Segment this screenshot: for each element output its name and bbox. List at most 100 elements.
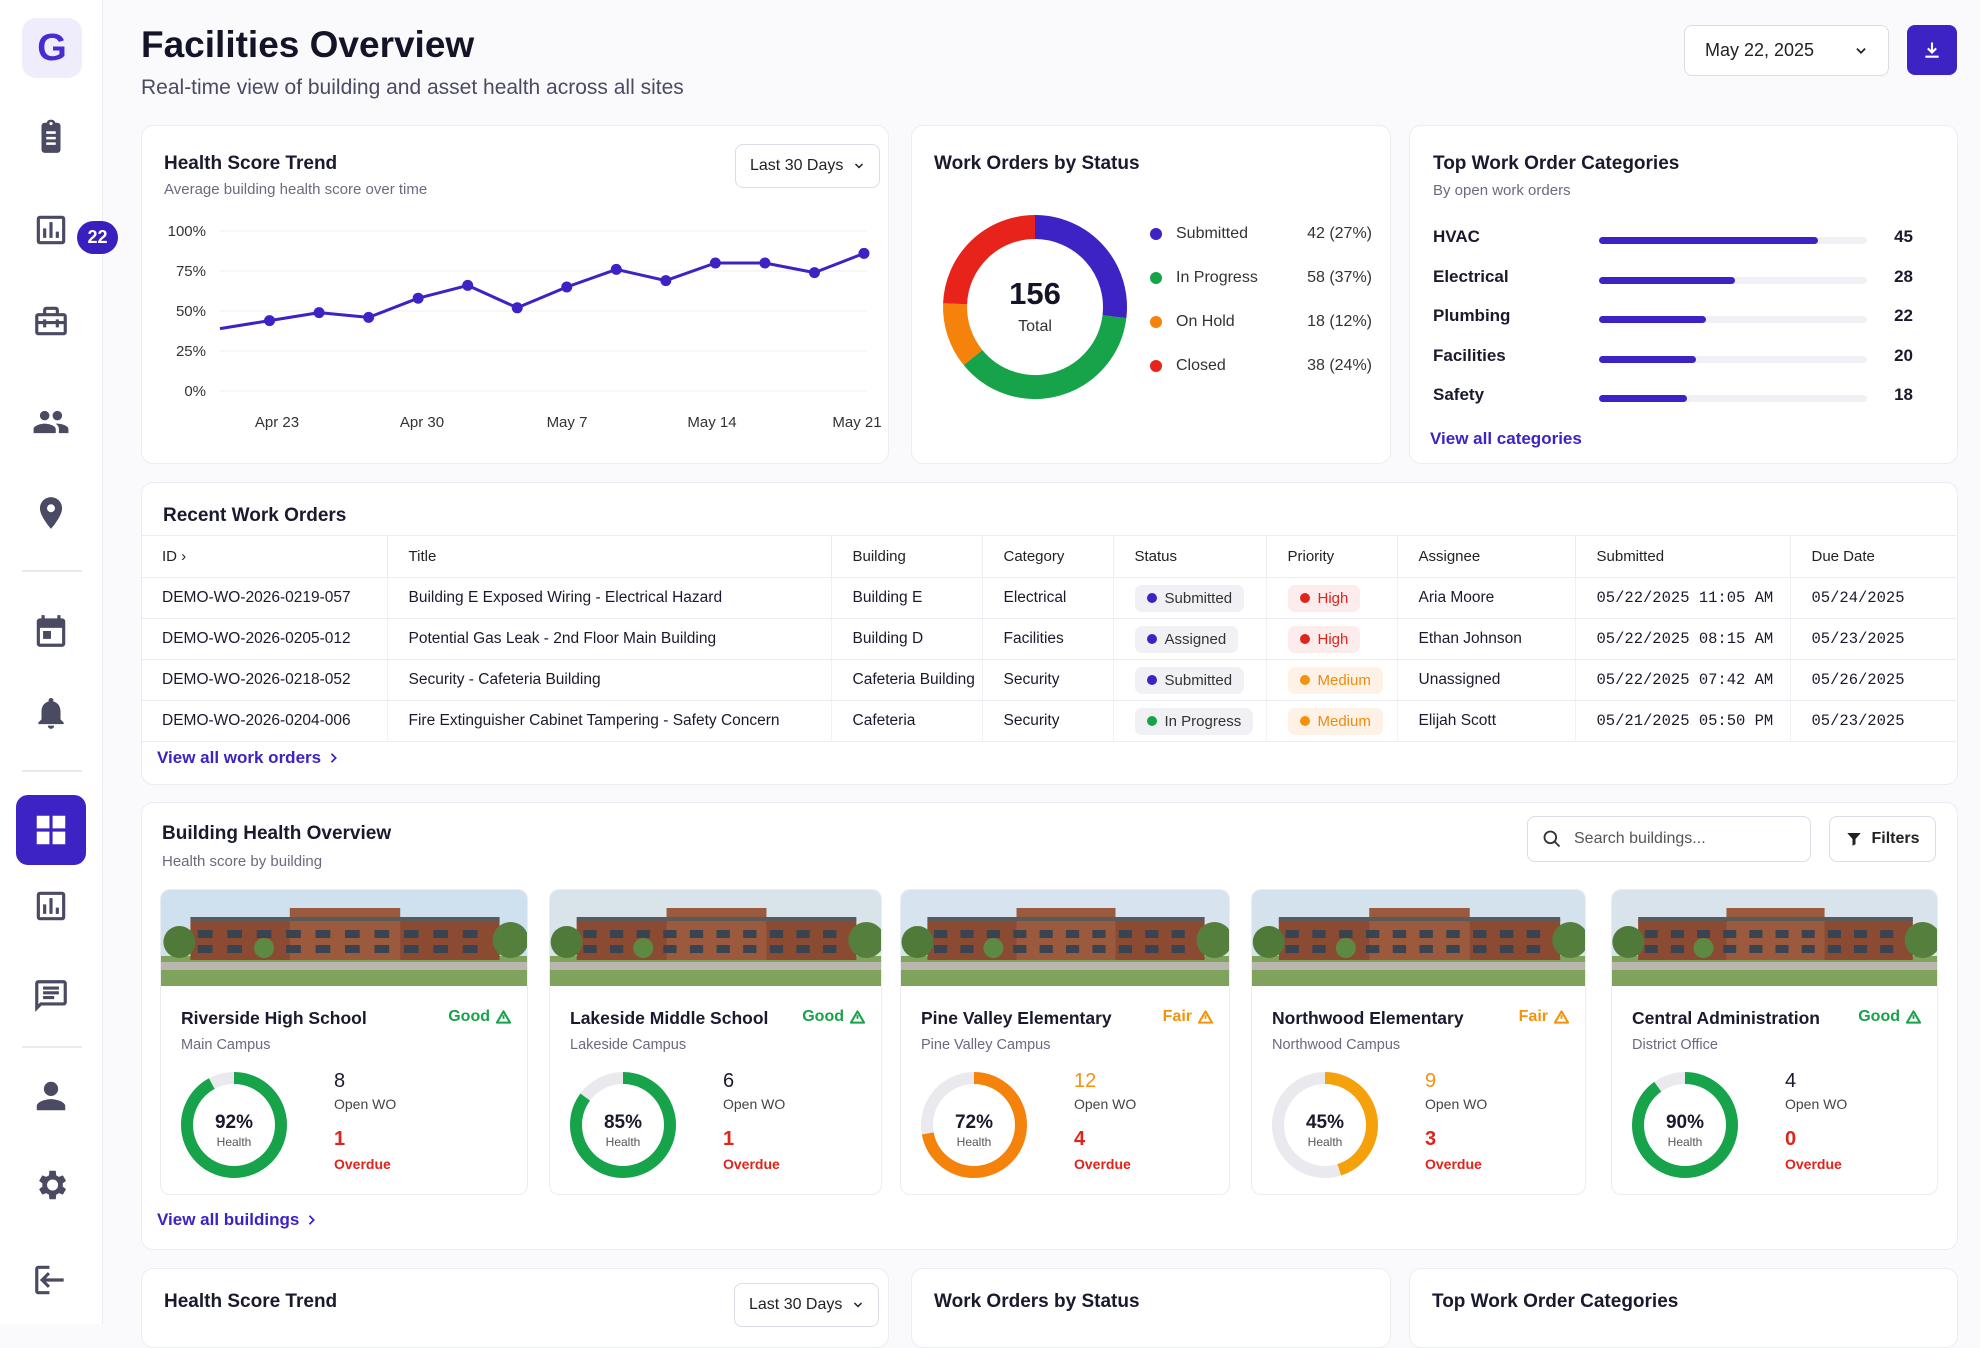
category-label: Safety xyxy=(1433,385,1485,404)
column-header-priority[interactable]: Priority xyxy=(1265,535,1397,578)
cell-status: Submitted xyxy=(1112,659,1266,701)
message-icon[interactable] xyxy=(16,961,86,1031)
donut-total-label: Total xyxy=(1018,318,1052,335)
users-icon[interactable] xyxy=(16,387,86,457)
priority-text: Medium xyxy=(1317,671,1371,689)
warning-triangle-icon xyxy=(850,1010,865,1024)
column-header-title[interactable]: Title xyxy=(386,535,831,578)
building-health-gauge: 45% Health xyxy=(1272,1072,1378,1178)
legend-value: 38 (24%) xyxy=(1307,357,1372,374)
date-picker[interactable]: May 22, 2025 xyxy=(1684,25,1889,76)
clipboard-icon[interactable] xyxy=(16,102,86,172)
data-point[interactable] xyxy=(709,257,721,269)
search-icon xyxy=(1543,830,1561,848)
view-all-buildings-label: View all buildings xyxy=(157,1210,300,1229)
y-tick-label: 25% xyxy=(176,343,206,360)
overdue-count: 4 xyxy=(1074,1128,1086,1150)
status-donut-chart xyxy=(943,215,1127,399)
reports-icon[interactable] xyxy=(16,195,86,265)
download-button[interactable] xyxy=(1907,25,1957,75)
category-label: Plumbing xyxy=(1433,306,1511,325)
overdue-label: Overdue xyxy=(1074,1156,1131,1172)
cell-id: DEMO-WO-2026-0204-006 xyxy=(141,700,387,742)
logout-icon[interactable] xyxy=(16,1245,86,1315)
x-tick-label: Apr 23 xyxy=(255,414,299,431)
health-percent: 92% xyxy=(215,1112,253,1133)
category-value: 18 xyxy=(1894,385,1913,404)
gear-icon[interactable] xyxy=(16,1150,86,1220)
cell-title: Security - Cafeteria Building xyxy=(386,659,831,701)
data-point[interactable] xyxy=(412,292,424,304)
donut-slice-on-hold[interactable] xyxy=(943,303,983,366)
data-point[interactable] xyxy=(561,281,573,293)
view-all-categories-link[interactable]: View all categories xyxy=(1430,429,1582,448)
overdue-count: 1 xyxy=(334,1128,346,1150)
table-row[interactable]: DEMO-WO-2026-0204-006 Fire Extinguisher C… xyxy=(141,700,1956,742)
building-card[interactable]: Northwood Elementary Fair Northwood Campus… xyxy=(1251,889,1586,1195)
data-point[interactable] xyxy=(264,315,276,327)
category-row: Plumbing 22 xyxy=(1433,306,1913,330)
column-header-id[interactable]: ID › xyxy=(141,535,387,578)
data-point[interactable] xyxy=(313,307,325,319)
building-card[interactable]: Pine Valley Elementary Fair Pine Valley Ca… xyxy=(900,889,1230,1195)
data-point[interactable] xyxy=(462,279,474,291)
building-card[interactable]: Central Administration Good District Offic… xyxy=(1611,889,1938,1195)
data-point[interactable] xyxy=(858,247,870,259)
data-point[interactable] xyxy=(759,257,771,269)
table-row[interactable]: DEMO-WO-2026-0218-052 Security - Cafeteri… xyxy=(141,659,1956,701)
building-name: Pine Valley Elementary xyxy=(921,1008,1112,1028)
priority-dot xyxy=(1299,593,1310,603)
column-header-building[interactable]: Building xyxy=(830,535,982,578)
column-header-label: Building xyxy=(852,548,906,565)
column-header-submitted[interactable]: Submitted xyxy=(1574,535,1790,578)
location-icon[interactable] xyxy=(16,478,86,548)
chevron-down-icon xyxy=(1856,47,1866,54)
building-status-badge: Fair xyxy=(1519,1008,1569,1026)
view-all-buildings-link[interactable]: View all buildings xyxy=(157,1210,317,1230)
category-label: Facilities xyxy=(1433,345,1506,365)
toolbox-icon[interactable] xyxy=(16,286,86,356)
calendar-icon[interactable] xyxy=(16,596,86,666)
cell-due-date: 05/23/2025 xyxy=(1789,618,1956,660)
data-point[interactable] xyxy=(511,302,523,314)
legend-dot xyxy=(1150,360,1162,372)
table-row[interactable]: DEMO-WO-2026-0219-057 Building E Exposed … xyxy=(141,577,1956,619)
data-point[interactable] xyxy=(363,311,375,323)
cell-priority: Medium xyxy=(1265,659,1397,701)
data-point[interactable] xyxy=(808,267,820,279)
filters-button[interactable]: Filters xyxy=(1829,816,1936,862)
profile-icon[interactable] xyxy=(16,1061,86,1131)
legend-item: Closed 38 (24%) xyxy=(1150,357,1372,375)
column-header-assignee[interactable]: Assignee xyxy=(1396,535,1575,578)
legend-label: Closed xyxy=(1176,357,1226,374)
building-photo xyxy=(901,890,1229,986)
download-icon xyxy=(1925,42,1939,58)
status-title: Work Orders by Status xyxy=(934,153,1140,174)
dashboard-icon[interactable] xyxy=(16,795,86,865)
health-arc xyxy=(1632,1072,1738,1178)
view-all-work-orders-link[interactable]: View all work orders xyxy=(157,748,339,768)
analytics-icon[interactable] xyxy=(16,871,86,941)
search-input[interactable]: Search buildings... xyxy=(1527,816,1811,862)
cell-status: Submitted xyxy=(1112,577,1266,619)
app-logo[interactable]: G xyxy=(22,18,82,78)
bell-icon[interactable] xyxy=(16,678,86,748)
donut-slice-submitted[interactable] xyxy=(1034,215,1127,319)
donut-slice-in-progress[interactable] xyxy=(963,314,1127,399)
column-header-due-date[interactable]: Due Date xyxy=(1789,535,1956,578)
building-status-badge: Fair xyxy=(1163,1008,1213,1026)
legend-item: Submitted 42 (27%) xyxy=(1150,225,1372,243)
building-card[interactable]: Lakeside Middle School Good Lakeside Campu… xyxy=(549,889,882,1195)
range-select[interactable]: Last 30 Days xyxy=(735,144,881,188)
data-point[interactable] xyxy=(660,275,672,287)
range-select-repeat[interactable]: Last 30 Days xyxy=(734,1283,880,1327)
status-text: Assigned xyxy=(1164,630,1227,648)
building-card[interactable]: Riverside High School Good Main Campus 92% H… xyxy=(160,889,528,1195)
donut-slice-closed[interactable] xyxy=(943,215,1036,305)
table-row[interactable]: DEMO-WO-2026-0205-012 Potential Gas Leak … xyxy=(141,618,1956,660)
column-header-status[interactable]: Status xyxy=(1112,535,1266,578)
health-trend-card: Health Score Trend Average building heal… xyxy=(141,125,889,464)
data-point[interactable] xyxy=(610,263,622,275)
column-header-category[interactable]: Category xyxy=(981,535,1113,578)
health-arc xyxy=(181,1072,287,1178)
